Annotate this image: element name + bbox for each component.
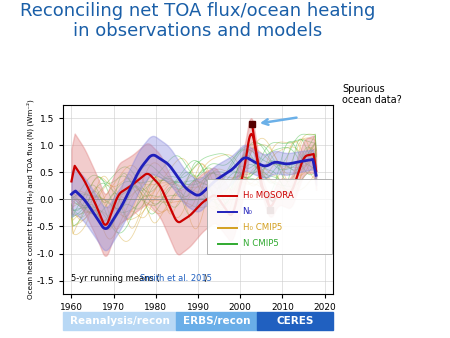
Bar [257, 312, 333, 330]
Text: N₀: N₀ [243, 207, 252, 216]
Text: ): ) [203, 274, 206, 283]
FancyBboxPatch shape [207, 178, 332, 254]
Text: Reanalysis/recon: Reanalysis/recon [70, 316, 170, 326]
Bar [63, 312, 176, 330]
Text: N CMIP5: N CMIP5 [243, 239, 279, 248]
Text: Spurious
ocean data?: Spurious ocean data? [342, 84, 402, 105]
Text: Reconciling net TOA flux/ocean heating: Reconciling net TOA flux/ocean heating [20, 2, 376, 20]
Text: CERES: CERES [276, 316, 314, 326]
Text: in observations and models: in observations and models [73, 22, 323, 40]
Text: 5-yr running means (: 5-yr running means ( [71, 274, 160, 283]
Text: ERBS/recon: ERBS/recon [183, 316, 251, 326]
Text: H₀ MOSORA: H₀ MOSORA [243, 191, 293, 200]
Text: H₀ CMIP5: H₀ CMIP5 [243, 223, 282, 232]
Text: Smith et al. 2015: Smith et al. 2015 [140, 274, 212, 283]
Y-axis label: Ocean heat content trend (H₀) and TOA flux (N) (Wm⁻²): Ocean heat content trend (H₀) and TOA fl… [26, 100, 34, 299]
Bar [176, 312, 257, 330]
